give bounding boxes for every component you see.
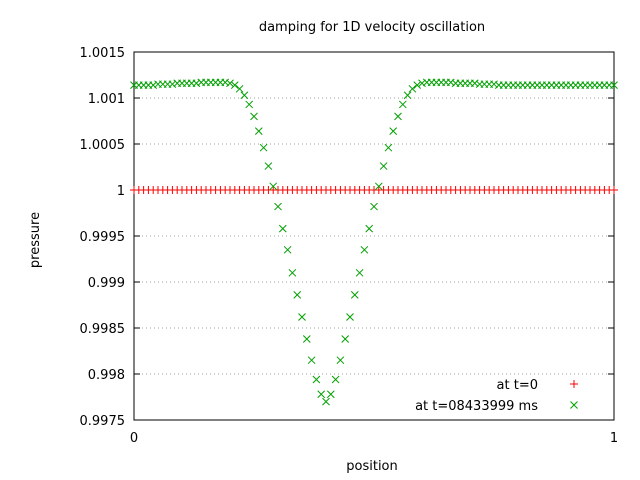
- data-point: [254, 127, 263, 135]
- data-point: [230, 81, 239, 89]
- data-point: [470, 79, 479, 88]
- data-point: [418, 79, 426, 88]
- x-tick-label: 1: [610, 431, 618, 446]
- data-point: [610, 186, 618, 194]
- data-point: [346, 313, 354, 321]
- data-point: [288, 268, 297, 277]
- y-tick-label: 0.9975: [80, 414, 126, 429]
- x-tick-label: 0: [130, 431, 138, 446]
- data-point: [384, 143, 393, 152]
- y-tick-label: 0.999: [88, 276, 125, 291]
- data-point: [379, 162, 388, 170]
- data-point: [398, 100, 407, 109]
- data-point: [302, 335, 311, 343]
- data-point: [283, 245, 292, 254]
- data-point: [269, 182, 278, 191]
- x-axis-label: position: [346, 459, 398, 474]
- data-point: [408, 84, 417, 93]
- data-point: [610, 81, 618, 89]
- legend-label: at t=0: [497, 378, 538, 393]
- data-point: [240, 91, 249, 100]
- data-point: [317, 390, 326, 399]
- data-point: [293, 291, 302, 299]
- data-point: [226, 79, 234, 88]
- data-point: [221, 78, 230, 87]
- data-point: [331, 375, 340, 384]
- y-tick-label: 1.0015: [80, 46, 126, 61]
- y-tick-label: 1.0005: [80, 138, 126, 153]
- y-tick-label: 1.001: [88, 92, 125, 107]
- series-1: [130, 186, 618, 194]
- legend-label: at t=08433999 ms: [415, 399, 538, 414]
- data-point: [278, 224, 287, 233]
- data-point: [389, 127, 398, 135]
- data-point: [326, 390, 335, 399]
- data-point: [250, 112, 258, 121]
- data-point: [168, 80, 177, 89]
- chart-title: damping for 1D velocity oscillation: [259, 20, 485, 35]
- series-2: [130, 78, 618, 406]
- data-point: [350, 291, 359, 299]
- axis-ticks: 0.9975 0.998 0.9985 0.999 0.9995 1 1.0005 1.001…: [80, 46, 619, 446]
- y-tick-label: 0.9985: [80, 322, 126, 337]
- data-point: [341, 335, 350, 343]
- y-axis-label: pressure: [28, 212, 43, 268]
- data-point: [259, 143, 268, 152]
- y-tick-label: 0.9995: [80, 230, 126, 245]
- data-point: [336, 356, 345, 365]
- data-point: [192, 79, 201, 88]
- data-point: [322, 397, 330, 406]
- data-point: [355, 268, 364, 277]
- data-point: [235, 84, 244, 93]
- legend-marker: [570, 401, 578, 409]
- data-point: [394, 112, 402, 121]
- data-point: [370, 202, 378, 211]
- data-point: [274, 202, 282, 211]
- y-tick-label: 1: [117, 184, 125, 199]
- y-tick-label: 0.998: [88, 368, 125, 383]
- data-point: [245, 100, 254, 109]
- grid: [134, 97, 614, 375]
- data-point: [374, 182, 383, 191]
- data-point: [264, 162, 273, 170]
- legend: at t=0 at t=08433999 ms: [415, 378, 578, 414]
- data-point: [403, 91, 412, 100]
- data-point: [413, 81, 422, 89]
- data-point: [365, 224, 374, 233]
- series-layer: [130, 78, 618, 406]
- data-point: [298, 313, 306, 321]
- data-point: [149, 81, 158, 89]
- data-point: [312, 375, 321, 384]
- data-point: [490, 80, 498, 89]
- data-point: [307, 356, 316, 365]
- data-point: [446, 78, 455, 87]
- data-point: [360, 245, 369, 254]
- legend-marker: [570, 380, 578, 388]
